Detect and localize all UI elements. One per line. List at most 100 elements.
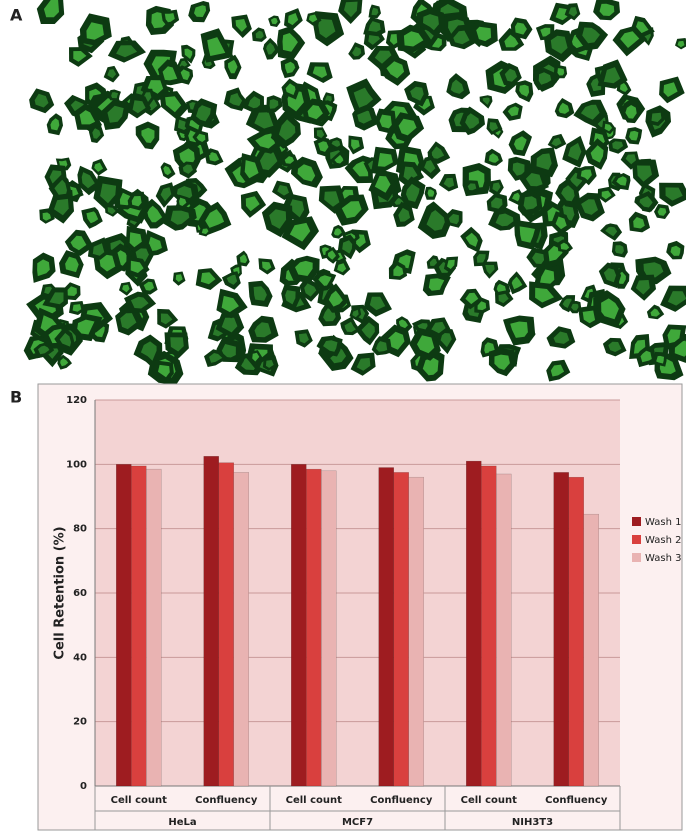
cell-body [510, 321, 528, 338]
cell-body [443, 177, 455, 188]
cell-body [143, 281, 155, 291]
cell-body [43, 0, 59, 18]
cell-body [34, 93, 49, 108]
cell-body [398, 118, 417, 136]
cell-body [512, 192, 521, 202]
cell-body [170, 210, 190, 225]
cell-body [141, 127, 155, 143]
y-axis-title: Cell Retention (%) [53, 526, 68, 659]
cell-body [44, 286, 55, 294]
cell-body [361, 322, 375, 339]
cell-body [285, 83, 296, 95]
cell-body [229, 93, 243, 106]
bar [233, 472, 249, 787]
cell-body [428, 278, 445, 291]
cell-body [207, 37, 226, 56]
cell-body [488, 153, 499, 163]
legend-label: Wash 3 [645, 553, 681, 564]
bar [218, 462, 234, 787]
cell-body [255, 133, 276, 149]
cell-body [38, 345, 50, 355]
cell-body [603, 67, 621, 84]
cell-body [297, 164, 316, 182]
cell-body [538, 72, 552, 85]
cell-body [244, 160, 259, 179]
cell-body [194, 5, 207, 17]
legend-swatch [632, 517, 641, 526]
cell-body [334, 154, 344, 164]
cell-body [560, 242, 570, 250]
cell-body [269, 209, 287, 229]
cell-body [308, 14, 318, 23]
cell-body [70, 235, 87, 251]
cell-body [450, 79, 464, 94]
cell-body [403, 166, 418, 181]
cell-body [448, 213, 459, 225]
cell-body [525, 173, 543, 187]
cell-body [289, 222, 311, 242]
cell-body [519, 84, 530, 97]
cell-body [248, 96, 260, 109]
cell-body [170, 337, 184, 352]
cell-body [147, 205, 163, 223]
cell-body [465, 232, 478, 247]
cell-body [555, 7, 568, 21]
cell-body [255, 30, 264, 39]
y-tick-label: 40 [73, 652, 87, 663]
cell-body [512, 162, 527, 176]
cell-body [601, 298, 619, 320]
cell-body [130, 296, 149, 309]
cell-body [163, 165, 172, 176]
cell-body [663, 82, 678, 97]
cell-body [398, 207, 411, 222]
cell-body [665, 187, 683, 201]
cell-body [147, 80, 164, 94]
cell-body [379, 114, 392, 129]
cell-body [492, 182, 501, 192]
bar [321, 470, 337, 787]
cell-body [140, 341, 157, 361]
cell-body [431, 321, 446, 334]
cell-body [221, 317, 238, 333]
group-label: MCF7 [342, 817, 373, 828]
cell-body [429, 258, 438, 266]
x-tick-label: Cell count [286, 795, 342, 806]
cell-body [160, 313, 173, 325]
cell-body [94, 162, 104, 172]
cell-body [368, 34, 380, 45]
cell-body [253, 286, 267, 301]
cell-body [324, 191, 340, 207]
cell-body [667, 329, 681, 344]
cell-body [511, 276, 523, 290]
cell-body [164, 13, 175, 23]
cell-body [495, 213, 514, 227]
cell-body [476, 254, 486, 263]
x-tick-label: Confluency [370, 795, 433, 806]
panel-label: B [10, 388, 22, 407]
cell-body [523, 196, 538, 210]
cell-body [603, 268, 617, 283]
cell-body [467, 183, 477, 191]
cell-body [386, 61, 405, 79]
cell-body [182, 164, 193, 174]
cell-body [465, 113, 480, 129]
bar [291, 464, 307, 787]
cell-body [287, 13, 299, 26]
cell-body [270, 17, 278, 25]
cell-body [625, 154, 636, 165]
cell-body [77, 319, 95, 335]
cell-body [532, 252, 545, 264]
cell-body [643, 262, 664, 278]
cell-body [620, 31, 640, 48]
cell-body [132, 100, 146, 114]
bar [466, 460, 482, 787]
cell-body [580, 169, 592, 181]
cell-body [580, 104, 600, 120]
cell-body [221, 344, 236, 358]
cell-body [252, 352, 260, 362]
cell-body [427, 189, 435, 197]
cell-body [557, 68, 565, 76]
cell-body [295, 260, 313, 276]
cell-body [482, 97, 490, 105]
cell-body [423, 14, 439, 31]
